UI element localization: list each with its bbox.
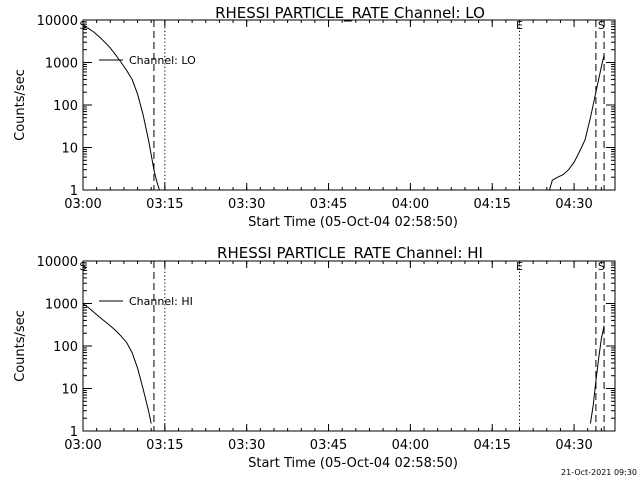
x-tick-label: 04:15: [473, 438, 510, 453]
series-line: [589, 325, 605, 424]
x-tick-label: 04:30: [555, 197, 592, 212]
y-tick-label: 1000: [45, 298, 78, 313]
footer-timestamp: 21-Oct-2021 09:30: [561, 468, 637, 477]
y-tick-label: 10: [61, 142, 78, 157]
y-tick-label: 10000: [37, 14, 78, 29]
event-marker-s: S: [598, 260, 605, 273]
x-tick-label: 03:45: [310, 438, 347, 453]
y-tick-label: 1000: [45, 57, 78, 72]
y-tick-label: 10000: [37, 255, 78, 270]
x-tick-label: 03:00: [64, 438, 101, 453]
x-tick-label: 04:15: [473, 197, 510, 212]
y-tick-label: 10: [61, 383, 78, 398]
series-line: [549, 54, 605, 191]
event-marker-e: E: [516, 19, 523, 32]
plot-frame: [82, 260, 616, 432]
x-axis-label: Start Time (05-Oct-04 02:58:50): [248, 456, 458, 471]
series-line: [82, 303, 152, 424]
y-tick-label: 1: [70, 425, 78, 440]
x-tick-label: 03:15: [146, 197, 183, 212]
x-tick-label: 03:15: [146, 438, 183, 453]
x-tick-label: 03:30: [228, 197, 265, 212]
event-marker-s: S: [80, 260, 87, 273]
event-marker-s: S: [598, 19, 605, 32]
y-tick-label: 100: [53, 340, 78, 355]
x-tick-label: 03:45: [310, 197, 347, 212]
x-tick-label: 04:00: [392, 438, 429, 453]
series-line: [82, 26, 160, 191]
legend-label: Channel: LO: [129, 54, 196, 67]
event-marker-e: E: [516, 260, 523, 273]
chart-panel-lo: RHESSI PARTICLE_RATE Channel: LO 03:00 03:…: [13, 4, 616, 230]
x-tick-label: 04:30: [555, 438, 592, 453]
event-marker-s: S: [80, 19, 87, 32]
legend-label: Channel: HI: [129, 295, 193, 308]
x-tick-label: 03:30: [228, 438, 265, 453]
y-tick-label: 100: [53, 99, 78, 114]
x-axis-label: Start Time (05-Oct-04 02:58:50): [248, 215, 458, 230]
chart-title: RHESSI PARTICLE_RATE Channel: HI: [217, 244, 483, 263]
y-axis-label: Counts/sec: [13, 69, 28, 141]
plot-frame: [82, 19, 616, 191]
x-tick-label: 03:00: [64, 197, 101, 212]
chart-panel-hi: RHESSI PARTICLE_RATE Channel: HI 03:00 03:…: [13, 244, 616, 471]
x-tick-label: 04:00: [392, 197, 429, 212]
y-axis-label: Counts/sec: [13, 310, 28, 382]
chart-title: RHESSI PARTICLE_RATE Channel: LO: [215, 4, 485, 23]
y-tick-label: 1: [70, 184, 78, 199]
